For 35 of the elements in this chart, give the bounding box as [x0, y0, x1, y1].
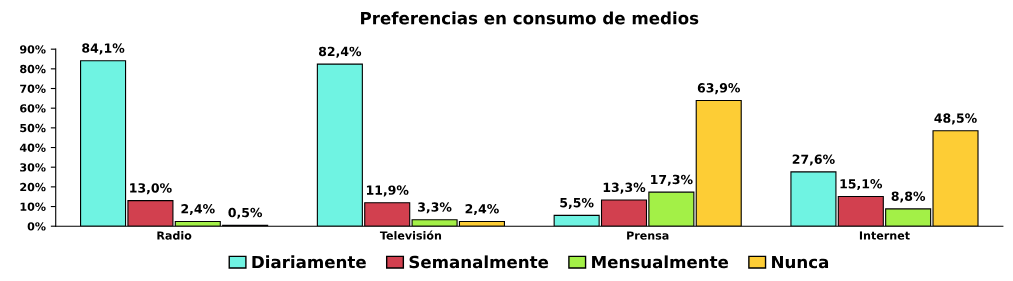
data-label: 63,9%	[697, 83, 741, 95]
y-tick-label: 0%	[27, 222, 46, 231]
data-label: 2,4%	[181, 204, 215, 216]
data-label: 8,8%	[891, 191, 926, 203]
data-label: 0,5%	[228, 207, 263, 219]
data-label: 13,0%	[130, 183, 172, 195]
legend-label: Mensualmente	[592, 255, 729, 269]
data-label: 82,4%	[318, 46, 362, 58]
data-label: 11,9%	[366, 185, 409, 197]
y-tick-label: 40%	[19, 143, 46, 152]
y-tick-label: 50%	[20, 123, 46, 133]
y-tick-label: 10%	[20, 202, 46, 211]
legend-label: Nunca	[772, 255, 829, 269]
y-tick-label: 20%	[20, 182, 46, 192]
data-label: 5,5%	[560, 197, 594, 210]
legend-label: Diariamente	[252, 255, 366, 269]
y-tick-label: 90%	[19, 45, 46, 54]
data-label: 15,1%	[840, 179, 883, 191]
data-label: 27,6%	[792, 154, 835, 166]
x-tick-label: Radio	[157, 231, 192, 240]
data-label: 84,1%	[82, 43, 125, 55]
y-tick-label: 30%	[20, 163, 46, 172]
y-tick-label: 80%	[20, 64, 46, 74]
data-label: 48,5%	[934, 113, 977, 125]
x-tick-label: Prensa	[627, 231, 669, 240]
chart-title: Preferencias en consumo de medios	[361, 11, 699, 25]
x-tick-label: Internet	[859, 231, 910, 240]
y-tick-label: 70%	[20, 84, 46, 93]
x-tick-label: Televisión	[379, 230, 442, 240]
data-label: 3,3%	[418, 202, 452, 214]
data-label: 17,3%	[651, 174, 693, 186]
data-label: 13,3%	[603, 182, 646, 194]
data-label: 2,4%	[465, 204, 499, 216]
legend-label: Semanalmente	[409, 255, 549, 269]
y-tick-label: 60%	[20, 104, 46, 113]
